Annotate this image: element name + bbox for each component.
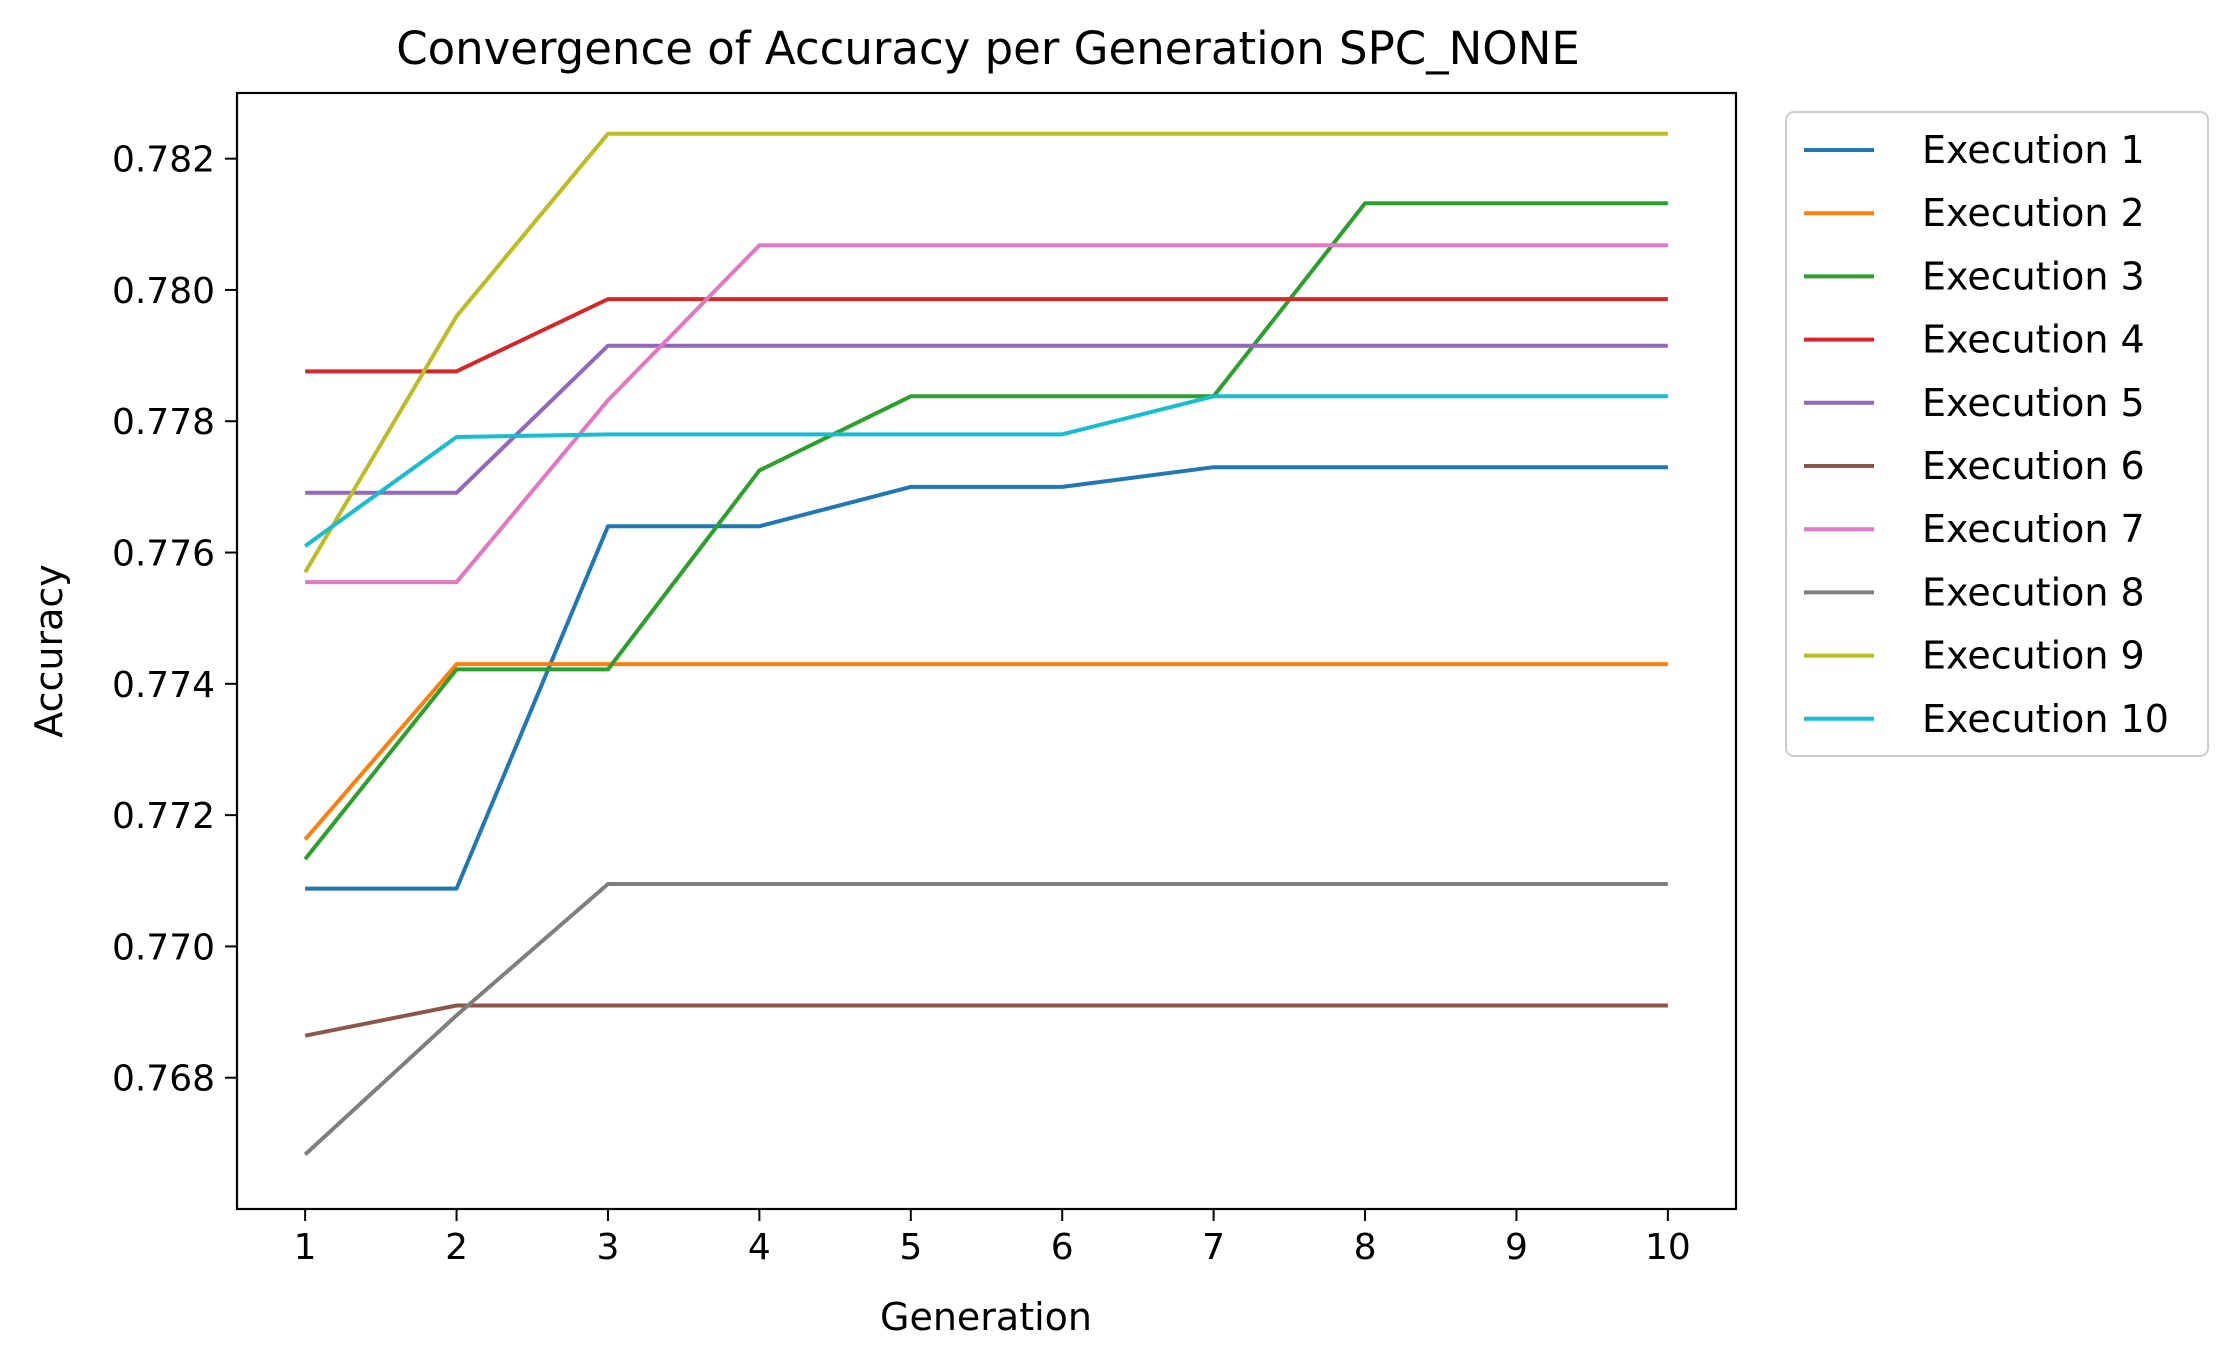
- legend-label: Execution 6: [1922, 444, 2145, 488]
- x-tick-label: 2: [445, 1227, 468, 1268]
- series-layer: [303, 131, 1668, 1156]
- series-line-execution-3: [303, 201, 1668, 861]
- y-tick-label: 0.778: [112, 402, 215, 443]
- series-line-execution-8: [303, 882, 1668, 1156]
- series-line-execution-9: [303, 131, 1668, 574]
- x-axis-label: Generation: [880, 1295, 1092, 1339]
- series-line-execution-10: [303, 394, 1668, 548]
- x-tick-label: 8: [1354, 1227, 1377, 1268]
- legend-label: Execution 2: [1922, 191, 2145, 235]
- legend-label: Execution 5: [1922, 381, 2145, 425]
- series-line-execution-5: [305, 343, 1668, 495]
- x-tick-label: 7: [1202, 1227, 1225, 1268]
- x-tick-label: 4: [748, 1227, 771, 1268]
- x-tick-label: 6: [1051, 1227, 1074, 1268]
- y-tick-label: 0.774: [112, 665, 215, 706]
- x-axis: 1 2 3 4 5 6 7 8 9 10: [294, 1209, 1691, 1268]
- y-tick-label: 0.780: [112, 271, 215, 312]
- series-line-execution-1: [305, 465, 1668, 891]
- legend-label: Execution 10: [1922, 697, 2169, 741]
- legend-label: Execution 1: [1922, 128, 2145, 172]
- series-line-execution-7: [305, 243, 1668, 585]
- series-line-execution-6: [304, 1003, 1668, 1038]
- y-tick-label: 0.776: [112, 534, 215, 575]
- x-tick-label: 3: [597, 1227, 620, 1268]
- y-tick-label: 0.768: [112, 1059, 215, 1100]
- x-tick-label: 1: [294, 1227, 317, 1268]
- legend-label: Execution 8: [1922, 570, 2145, 614]
- legend-label: Execution 9: [1922, 634, 2145, 678]
- legend-label: Execution 7: [1922, 507, 2145, 551]
- y-tick-label: 0.772: [112, 796, 215, 837]
- plot-frame: [235, 91, 1738, 1211]
- legend: Execution 1 Execution 2 Execution 3 Executi…: [1785, 111, 2209, 757]
- legend-items: Execution 1 Execution 2 Execution 3 Executi…: [1804, 128, 2169, 741]
- legend-label: Execution 4: [1922, 318, 2145, 362]
- legend-frame: [1785, 111, 2209, 757]
- series-line-execution-4: [305, 297, 1668, 374]
- y-tick-label: 0.782: [112, 140, 215, 181]
- y-tick-label: 0.770: [112, 927, 215, 968]
- y-axis: 0.768 0.770 0.772 0.774 0.776 0.778 0.780 0.782: [112, 140, 237, 1100]
- x-tick-label: 9: [1505, 1227, 1528, 1268]
- legend-label: Execution 3: [1922, 254, 2145, 298]
- x-tick-label: 10: [1645, 1227, 1691, 1268]
- x-tick-label: 5: [899, 1227, 922, 1268]
- series-line-execution-2: [303, 662, 1668, 841]
- chart-title: Convergence of Accuracy per Generation S…: [396, 22, 1580, 75]
- y-axis-label: Accuracy: [27, 564, 71, 738]
